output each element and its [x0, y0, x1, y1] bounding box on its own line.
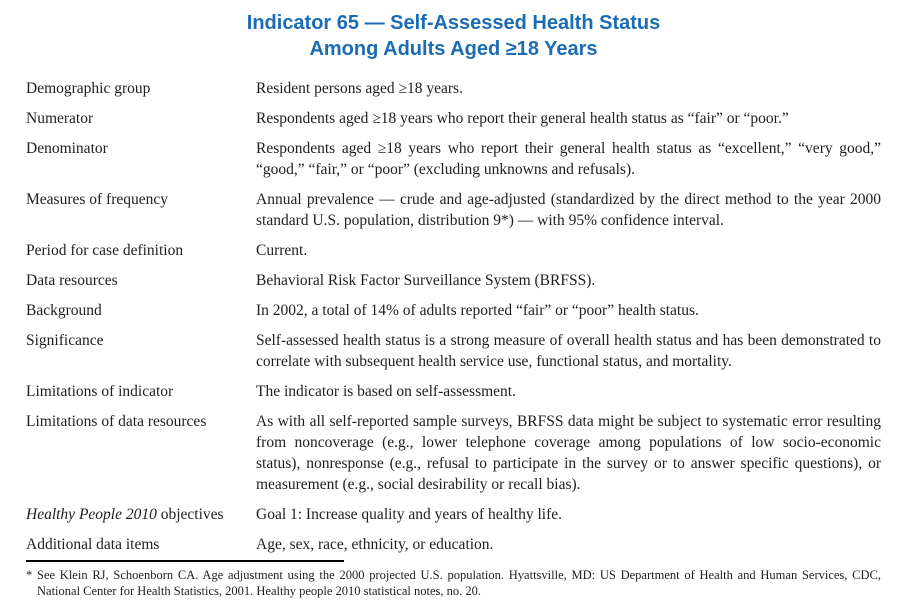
- row-label: Data resources: [26, 272, 118, 289]
- row-text: In 2002, a total of 14% of adults report…: [256, 302, 699, 319]
- row-text: Annual prevalence — crude and age-adjust…: [256, 191, 881, 229]
- row-text: Resident persons aged ≥18 years.: [256, 80, 463, 97]
- row-label: Limitations of data resources: [26, 413, 207, 430]
- row-label: Healthy People 2010 objectives: [26, 504, 256, 525]
- row-label-rest: objectives: [156, 506, 224, 523]
- row-background: Background In 2002, a total of 14% of ad…: [26, 300, 881, 321]
- row-additional-data-items: Additional data items Age, sex, race, et…: [26, 534, 881, 555]
- row-label: Demographic group: [26, 80, 151, 97]
- row-demographic-group: Demographic group Resident persons aged …: [26, 78, 881, 99]
- row-text: Respondents aged ≥18 years who report th…: [256, 110, 789, 127]
- row-numerator: Numerator Respondents aged ≥18 years who…: [26, 108, 881, 129]
- page-title-line1: Indicator 65 — Self-Assessed Health Stat…: [246, 12, 661, 34]
- row-text: The indicator is based on self-assessmen…: [256, 383, 516, 400]
- row-label: Measures of frequency: [26, 191, 169, 208]
- row-text: Age, sex, race, ethnicity, or education.: [256, 536, 494, 553]
- row-text: Current.: [256, 242, 308, 259]
- row-label: Limitations of indicator: [26, 383, 174, 400]
- row-label: Numerator: [26, 110, 94, 127]
- page-title-line2: Among Adults Aged ≥18 Years: [309, 38, 598, 60]
- row-label-italic: Healthy People 2010: [26, 506, 157, 523]
- row-text: Goal 1: Increase quality and years of he…: [256, 506, 563, 523]
- row-healthy-people-2010-objectives: Healthy People 2010 objectives Goal 1: I…: [26, 504, 881, 525]
- row-limitations-of-data-resources: Limitations of data resources As with al…: [26, 411, 881, 495]
- page-title: Indicator 65 — Self-Assessed Health Stat…: [26, 10, 881, 62]
- row-text: Self-assessed health status is a strong …: [256, 332, 881, 370]
- indicator-table: Demographic group Resident persons aged …: [26, 78, 881, 555]
- row-period-for-case-definition: Period for case definition Current.: [26, 240, 881, 261]
- row-text: Respondents aged ≥18 years who report th…: [256, 140, 881, 178]
- row-label: Additional data items: [26, 536, 160, 553]
- row-text: Behavioral Risk Factor Surveillance Syst…: [256, 272, 596, 289]
- row-limitations-of-indicator: Limitations of indicator The indicator i…: [26, 381, 881, 402]
- row-label: Significance: [26, 332, 104, 349]
- row-significance: Significance Self-assessed health status…: [26, 330, 881, 372]
- row-denominator: Denominator Respondents aged ≥18 years w…: [26, 138, 881, 180]
- row-label: Background: [26, 302, 102, 319]
- row-data-resources: Data resources Behavioral Risk Factor Su…: [26, 270, 881, 291]
- row-label: Denominator: [26, 140, 108, 157]
- row-text: As with all self-reported sample surveys…: [256, 413, 881, 493]
- row-measures-of-frequency: Measures of frequency Annual prevalence …: [26, 189, 881, 231]
- footnote: * See Klein RJ, Schoenborn CA. Age adjus…: [26, 568, 881, 598]
- footnote-rule: [26, 560, 344, 562]
- row-label: Period for case definition: [26, 242, 184, 259]
